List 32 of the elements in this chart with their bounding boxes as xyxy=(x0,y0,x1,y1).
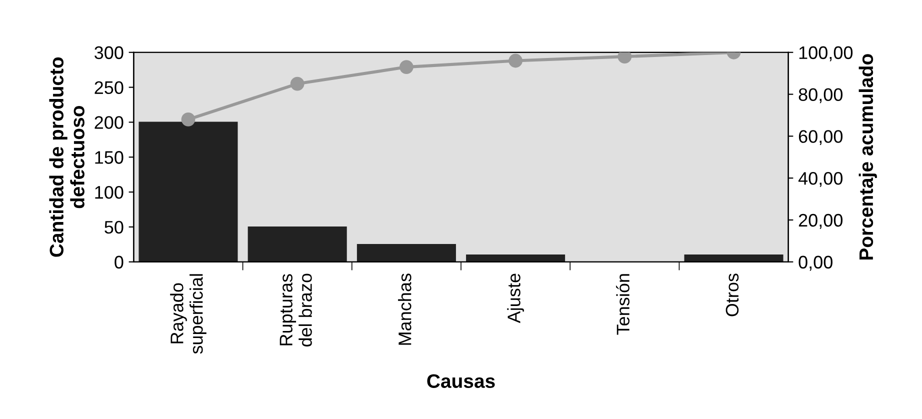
y2-tick-label: 20,00 xyxy=(798,214,843,229)
y-tick-label: 200 xyxy=(94,116,124,129)
x-tick-label: Rayado superficial xyxy=(170,274,206,354)
bar xyxy=(138,122,238,262)
y2-axis-title: Porcentaje acumulado xyxy=(858,54,877,260)
y-axis-title: Cantidad de producto defectuoso xyxy=(49,57,84,257)
y2-tick-label: 60,00 xyxy=(798,130,843,146)
point xyxy=(400,60,414,74)
y-tick-label: 250 xyxy=(94,81,124,94)
y-tick-label: 150 xyxy=(95,151,124,164)
bar xyxy=(466,254,566,262)
y2-tick-label: 40,00 xyxy=(798,172,843,187)
x-tick-label: Rupturas del brazo xyxy=(280,274,312,346)
bar xyxy=(684,254,784,262)
point xyxy=(508,54,522,68)
y-tick-label: 100 xyxy=(95,186,124,199)
x-tick-label: Tensión xyxy=(616,274,630,335)
x-tick-label: Manchas xyxy=(398,274,412,345)
y-tick-label: 50 xyxy=(104,220,124,234)
x-tick-label: Otros xyxy=(726,274,739,316)
x-tick-label: Ajuste xyxy=(507,274,524,324)
y-tick-label: 0 xyxy=(114,256,124,269)
bar xyxy=(248,226,347,262)
bar xyxy=(356,244,456,262)
y-tick-label: 300 xyxy=(94,46,124,60)
point xyxy=(290,76,304,91)
point xyxy=(181,112,196,126)
x-axis-title: Causas xyxy=(427,374,495,388)
y2-tick-label: 80,00 xyxy=(798,88,843,104)
y2-tick-label: 100,00 xyxy=(799,46,853,62)
y2-tick-label: 0,00 xyxy=(798,256,832,271)
point xyxy=(618,52,632,64)
